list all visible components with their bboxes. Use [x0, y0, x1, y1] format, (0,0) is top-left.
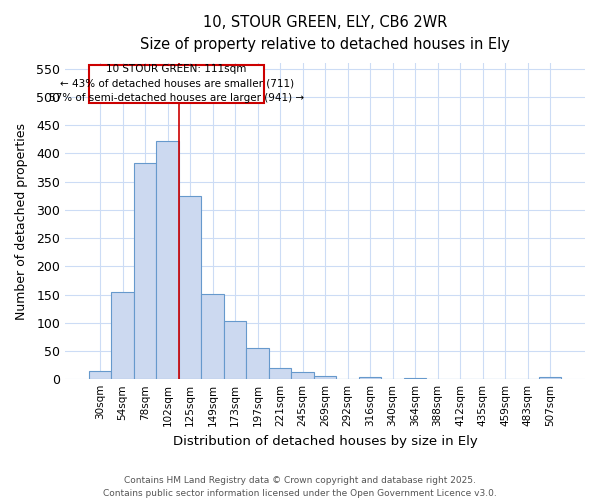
Bar: [157, 141, 179, 379]
Bar: [449, 378, 472, 379]
Y-axis label: Number of detached properties: Number of detached properties: [15, 122, 28, 320]
Bar: [179, 196, 202, 379]
Bar: [112, 292, 134, 379]
Bar: [269, 368, 292, 379]
Text: Contains HM Land Registry data © Crown copyright and database right 2025.
Contai: Contains HM Land Registry data © Crown c…: [103, 476, 497, 498]
Bar: [359, 377, 382, 379]
FancyBboxPatch shape: [89, 65, 265, 102]
Bar: [134, 163, 157, 379]
Bar: [89, 372, 112, 379]
Bar: [292, 372, 314, 379]
Bar: [247, 348, 269, 379]
Bar: [404, 378, 427, 379]
Bar: [202, 294, 224, 379]
Bar: [314, 376, 337, 379]
X-axis label: Distribution of detached houses by size in Ely: Distribution of detached houses by size …: [173, 434, 478, 448]
Bar: [539, 377, 562, 379]
Bar: [224, 321, 247, 379]
Text: 10 STOUR GREEN: 111sqm
← 43% of detached houses are smaller (711)
57% of semi-de: 10 STOUR GREEN: 111sqm ← 43% of detached…: [49, 64, 304, 104]
Title: 10, STOUR GREEN, ELY, CB6 2WR
Size of property relative to detached houses in El: 10, STOUR GREEN, ELY, CB6 2WR Size of pr…: [140, 15, 510, 52]
